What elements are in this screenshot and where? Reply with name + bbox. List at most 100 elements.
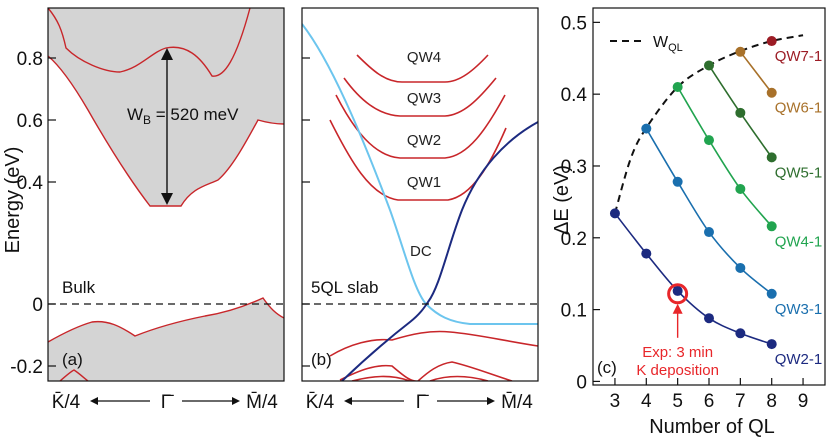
panel-a-letter: (a) [62,350,83,369]
panel-a-yticks: 0.8 0.6 0.4 0 -0.2 [10,49,56,378]
bandwidth-label: WB = 520 meV [127,105,239,127]
panel-b-xticks: K̄/4 Γ̄ M̄/4 [306,392,534,413]
data-point [704,227,714,238]
xtick-label: Γ̄ [416,392,429,413]
data-point [766,87,777,98]
data-point [766,152,777,163]
panel-a-valence-fill [48,298,284,381]
panel-a: WB = 520 meV Bulk (a) 0.8 0.6 0.4 0 -0.2… [2,7,285,413]
band-vb3 [351,375,489,381]
series-label: QW5-1 [775,164,823,181]
data-point [672,285,683,296]
xtick-label: Γ̄ [161,392,174,413]
experiment-label-line1: Exp: 3 min [642,344,713,361]
data-point [735,107,746,118]
band-vb2 [339,361,513,381]
panel-a-bulk-label: Bulk [62,278,96,297]
ytick-label: 0.4 [561,85,588,106]
data-point [704,313,714,324]
panel-b: QW4 QW3 QW2 QW1 DC 5QL slab (b) K̄/4 Γ̄ … [301,7,539,413]
ytick-label: 0.6 [17,111,43,132]
x-arrow-right-head [487,397,495,405]
x-arrow-left-head [344,397,352,405]
series-label: QW6-1 [775,100,823,117]
band-qw3 [343,77,497,117]
series-label: QW4-1 [775,233,823,250]
panel-c-yticks: 0 0.1 0.2 0.3 0.4 0.5 [561,13,600,393]
band-label-qw2: QW2 [407,132,441,149]
xtick-label: M̄/4 [246,392,278,413]
band-label-dc: DC [410,243,432,260]
panel-a-xticks: K̄/4 Γ̄ M̄/4 [52,392,279,413]
data-point [641,123,652,134]
panel-a-valence-edge [47,297,285,343]
ytick-label: 0 [32,295,43,316]
panel-b-letter: (b) [311,350,332,369]
ytick-label: 0.1 [561,301,587,322]
x-arrow-right-head [232,397,240,405]
x-arrow-left-head [90,397,98,405]
xtick-label: 5 [672,391,683,412]
xtick-label: 3 [610,391,621,412]
ytick-label: -0.2 [10,357,43,378]
data-point [735,328,746,339]
xtick-label: 9 [798,391,809,412]
xtick-label: 4 [641,391,652,412]
band-qw4 [356,54,489,83]
panel-a-ylabel: Energy (eV) [2,147,24,254]
xtick-label: 7 [735,391,746,412]
bandwidth-arrow-head-top [161,48,173,60]
ytick-label: 0 [576,372,587,393]
xtick-label: K̄/4 [52,392,81,413]
experiment-arrow-head [672,303,683,314]
xtick-label: 8 [766,391,777,412]
data-point [766,288,777,299]
dirac-cone-dark [341,121,538,381]
data-point [704,60,714,71]
experiment-label-line2: K deposition [636,362,719,379]
band-label-qw1: QW1 [407,174,441,191]
ytick-label: 0.2 [561,229,587,250]
series-label: QW3-1 [775,301,823,318]
data-point [766,339,777,350]
data-point [766,221,777,232]
panel-b-slab-label: 5QL slab [311,278,378,297]
data-point [641,248,652,259]
series-group: QW2-1 QW3-1 QW4-1 QW5-1 QW6-1 QW7-1 [609,36,823,368]
series-line [676,86,773,227]
series-label: QW7-1 [775,48,823,65]
data-point [735,183,746,194]
wql-label: WQL [653,34,683,54]
panel-a-frame [47,7,285,382]
band-label-qw3: QW3 [407,90,441,107]
panel-b-frame [301,7,539,382]
panel-a-conduction-edge-2 [47,7,251,77]
experiment-ring [667,283,689,305]
band-qw2 [335,94,506,159]
series-line [739,51,773,94]
panel-a-valence-edge-2 [59,369,89,382]
data-point [672,176,683,187]
panel-c-letter: (c) [597,358,617,377]
data-point [735,262,746,273]
xtick-label: K̄/4 [306,392,335,413]
band-vb1 [329,330,538,357]
series-label: QW2-1 [775,351,823,368]
series-line [645,128,773,295]
xtick-label: 6 [704,391,715,412]
data-point [766,36,777,47]
panel-a-conduction-edge [47,55,285,207]
ytick-label: 0.8 [17,49,43,70]
series-line [614,212,772,345]
panel-b-yticks [302,57,310,367]
panel-c-xlabel: Number of QL [649,416,775,438]
data-point [672,81,683,92]
data-point [704,135,714,146]
panel-c-ylabel: ΔE (eV) [551,165,573,235]
ytick-label: 0.5 [561,13,587,34]
data-point [609,208,620,219]
